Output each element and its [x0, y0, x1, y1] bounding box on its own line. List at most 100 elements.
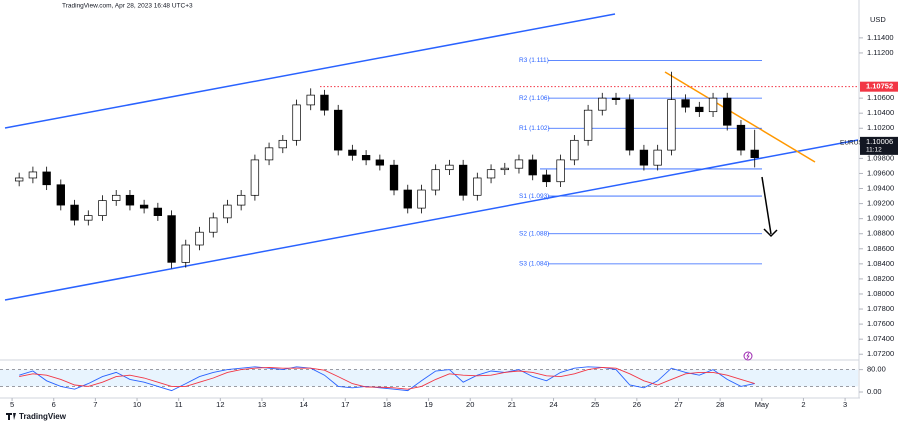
arrow [761, 176, 772, 235]
candle-body [708, 97, 718, 113]
candle-body [98, 200, 107, 216]
x-tick-label: 28 [716, 400, 724, 409]
candle-body [361, 155, 371, 161]
header: TradingView.com, Apr 28, 2023 16:48 UTC+… [62, 3, 193, 10]
candle-body [639, 149, 649, 166]
y-tick-label: 1.07600 [867, 319, 894, 328]
marked-price-label: 1.10752 [866, 82, 893, 91]
y-tick-label: 1.10600 [867, 93, 894, 102]
x-tick-label: 11 [175, 400, 183, 409]
candle-body [334, 109, 343, 151]
footer: TradingView [6, 412, 67, 421]
candle-body [445, 164, 454, 171]
candle-body [667, 99, 676, 151]
candle-body [167, 215, 176, 263]
y-tick-label: 1.11200 [867, 48, 894, 57]
x-tick-label: 24 [549, 400, 557, 409]
candle-body [486, 169, 496, 179]
candle-body [514, 159, 524, 169]
candle-body [542, 174, 551, 183]
x-tick-label: 18 [383, 400, 391, 409]
candle-body [195, 231, 204, 246]
x-tick-label: 2 [801, 400, 805, 409]
candle-body [250, 159, 260, 196]
candle-body [417, 189, 426, 209]
pivot-label: S2 (1.088) [519, 230, 549, 237]
logo [6, 413, 16, 420]
y-tick-label: 1.08600 [867, 244, 894, 253]
candle-body [500, 167, 509, 171]
x-tick-label: 7 [93, 400, 97, 409]
y-tick-label: 1.11400 [867, 33, 894, 42]
x-tick-label: 10 [133, 400, 141, 409]
candle-body [389, 164, 399, 191]
x-tick-label: 17 [341, 400, 349, 409]
y-tick-label: 1.07400 [867, 334, 894, 343]
candle-body [611, 97, 621, 100]
candle-body [306, 94, 315, 106]
candle-body [598, 97, 607, 111]
candle-body [264, 147, 274, 161]
x-tick-label: 6 [52, 400, 56, 409]
pivot-label: S3 (1.084) [519, 261, 549, 268]
candle-body [181, 244, 190, 263]
event-icon[interactable] [743, 351, 753, 361]
candle-body [209, 217, 218, 233]
pivot-label: S1 (1.093) [519, 193, 549, 200]
y-tick-label: 1.10400 [867, 108, 894, 117]
x-tick-label: 27 [674, 400, 682, 409]
channel-lower [4, 139, 859, 301]
y-tick-label: 1.07800 [867, 304, 894, 313]
x-tick-label: 3 [843, 400, 847, 409]
x-tick-label: 26 [633, 400, 641, 409]
osc-tick-label: 0.00 [867, 387, 882, 396]
y-tick-label: 1.09200 [867, 199, 894, 208]
candle-body [473, 177, 482, 196]
symbol-label: EURUSD [840, 140, 868, 147]
osc-tick-label: 80.00 [867, 365, 886, 374]
candle-body [570, 139, 579, 161]
candle-body [278, 139, 287, 149]
x-tick-label: 14 [299, 400, 307, 409]
candle-body [320, 94, 329, 111]
last-price-label: 1.10006 [866, 137, 893, 146]
candle-body [139, 204, 149, 209]
resistance-line [664, 71, 816, 163]
last-price-time: 11:12 [866, 147, 882, 154]
x-tick-label: 20 [466, 400, 474, 409]
candle-body [28, 171, 38, 179]
y-tick-label: 1.10200 [867, 123, 894, 132]
y-tick-label: 1.09800 [867, 153, 894, 162]
footer-text: TradingView [19, 412, 67, 421]
pivot-label: R2 (1.106) [519, 95, 550, 102]
y-tick-label: 1.09600 [867, 168, 894, 177]
x-tick-label: 5 [10, 400, 14, 409]
osc-band-fill [0, 369, 858, 387]
candle-body [70, 204, 79, 221]
candle-body [403, 189, 412, 209]
marked-price-box [860, 81, 898, 92]
y-tick-label: 1.09000 [867, 214, 894, 223]
x-tick-label: May [755, 400, 769, 409]
candle-body [653, 149, 662, 166]
trend-lines [4, 13, 859, 301]
candle-body [42, 171, 51, 186]
candle-body [695, 106, 704, 113]
candle-body [236, 194, 246, 206]
candle-body [125, 194, 135, 206]
candle-body [84, 215, 93, 221]
candle-body [56, 184, 65, 206]
candle-body [292, 104, 301, 141]
y-tick-label: 1.08200 [867, 274, 894, 283]
candle-body [112, 194, 121, 201]
x-tick-label: 13 [258, 400, 266, 409]
arrow-head [763, 228, 778, 238]
candle-body [681, 99, 690, 108]
candle-body [528, 159, 537, 176]
candle-body [583, 109, 593, 141]
x-tick-label: 25 [591, 400, 599, 409]
event-icon-bolt [746, 352, 750, 360]
candle-body [556, 159, 565, 183]
